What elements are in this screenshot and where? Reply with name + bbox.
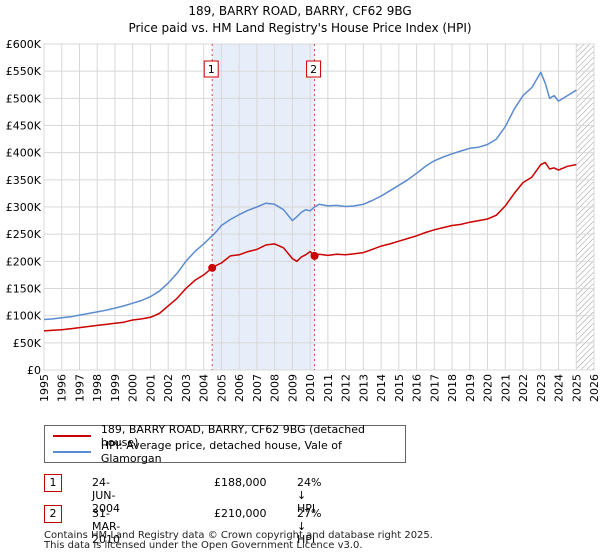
y-tick-label: £100K [6, 310, 42, 323]
legend-label-property: 189, BARRY ROAD, BARRY, CF62 9BG (detach… [100, 423, 365, 449]
y-tick-label: £600K [6, 38, 42, 51]
property-series-line [44, 161, 577, 332]
y-tick-label: £550K [6, 65, 42, 78]
hpi-series-line [44, 71, 577, 321]
x-tick-label: 2021 [499, 374, 512, 402]
transaction-number: 1 [44, 474, 62, 492]
y-tick-label: £50K [13, 337, 42, 350]
legend-item-hpi: HPI: Average price, detached house, Vale… [53, 439, 405, 465]
x-tick-label: 2017 [428, 374, 441, 402]
y-axis: £0 £50K £100K £150K £200K £250K £300K £350K £400… [6, 38, 42, 377]
y-tick-label: £500K [6, 92, 42, 105]
chart-title-line1: 189, BARRY ROAD, BARRY, CF62 9BG [188, 4, 411, 18]
x-tick-label: 2002 [162, 374, 175, 402]
x-tick-label: 2006 [233, 374, 246, 402]
x-tick-label: 2013 [357, 374, 370, 402]
y-tick-label: £400K [6, 147, 42, 160]
legend: 189, BARRY ROAD, BARRY, CF62 9BG (detach… [44, 423, 406, 465]
x-tick-label: 2011 [322, 374, 335, 402]
x-tick-label: 2018 [446, 374, 459, 402]
x-tick-label: 2008 [269, 374, 282, 402]
x-tick-label: 1998 [91, 374, 104, 402]
x-tick-label: 2024 [553, 374, 566, 402]
transaction-price: £210,000 [214, 507, 267, 520]
x-tick-label: 2019 [464, 374, 477, 402]
x-tick-label: 2001 [144, 374, 157, 402]
transaction-point [310, 251, 319, 260]
x-tick-label: 1997 [73, 374, 86, 402]
transaction-label: 2 [310, 63, 317, 76]
transaction-label-box [306, 60, 322, 78]
transaction-price: £188,000 [214, 476, 267, 489]
price-chart: 189, BARRY ROAD, BARRY, CF62 9BG Price p… [6, 4, 600, 402]
x-tick-label: 1999 [109, 374, 122, 402]
legend-swatch-red [53, 435, 91, 437]
x-tick-label: 2012 [340, 374, 353, 402]
x-tick-label: 2015 [393, 374, 406, 402]
y-tick-label: £0 [27, 364, 41, 377]
y-tick-label: £350K [6, 174, 42, 187]
transaction-point [208, 263, 217, 272]
legend-item-property: 189, BARRY ROAD, BARRY, CF62 9BG (detach… [53, 423, 405, 449]
y-tick-label: £300K [6, 201, 42, 214]
x-axis: 1995 1996 1997 1998 1999 2000 2001 2002 2003 2004… [38, 374, 600, 402]
footer-copyright: Contains HM Land Registry data © Crown c… [44, 530, 433, 541]
transaction-number: 2 [44, 505, 62, 523]
x-tick-label: 2003 [180, 374, 193, 402]
x-tick-label: 2005 [215, 374, 228, 402]
y-tick-label: £450K [6, 120, 42, 133]
x-tick-label: 2014 [375, 374, 388, 402]
footer-licence: This data is licensed under the Open Gov… [44, 540, 363, 551]
legend-label-hpi: HPI: Average price, detached house, Vale… [100, 439, 342, 465]
x-tick-label: 2026 [588, 374, 600, 402]
x-tick-label: 2000 [127, 374, 140, 402]
transaction-hpi-diff: 27% ↓ HPI [297, 507, 322, 546]
x-tick-label: 1995 [38, 374, 51, 402]
x-tick-label: 2010 [304, 374, 317, 402]
x-tick-label: 2020 [482, 374, 495, 402]
x-tick-label: 2007 [251, 374, 264, 402]
x-tick-label: 2025 [570, 374, 583, 402]
y-tick-label: £250K [6, 228, 42, 241]
x-tick-label: 2016 [411, 374, 424, 402]
x-tick-label: 2022 [517, 374, 530, 402]
transaction-hpi-diff: 24% ↓ HPI [297, 476, 322, 515]
legend-swatch-blue [53, 451, 91, 453]
x-tick-label: 1996 [56, 374, 69, 402]
transaction-date: 24-JUN-2004 [92, 476, 120, 515]
y-tick-label: £200K [6, 255, 42, 268]
transaction-date: 31-MAR-2010 [92, 507, 121, 546]
x-tick-label: 2023 [535, 374, 548, 402]
chart-title-line2: Price paid vs. HM Land Registry's House … [128, 21, 471, 35]
footer: Contains HM Land Registry data © Crown c… [44, 531, 433, 551]
transaction-label: 1 [208, 63, 215, 76]
transaction-label-box [203, 60, 219, 78]
series-lines [44, 71, 577, 332]
x-tick-label: 2009 [286, 374, 299, 402]
x-tick-label: 2004 [198, 374, 211, 402]
y-tick-label: £150K [6, 283, 42, 296]
grid [43, 43, 595, 371]
